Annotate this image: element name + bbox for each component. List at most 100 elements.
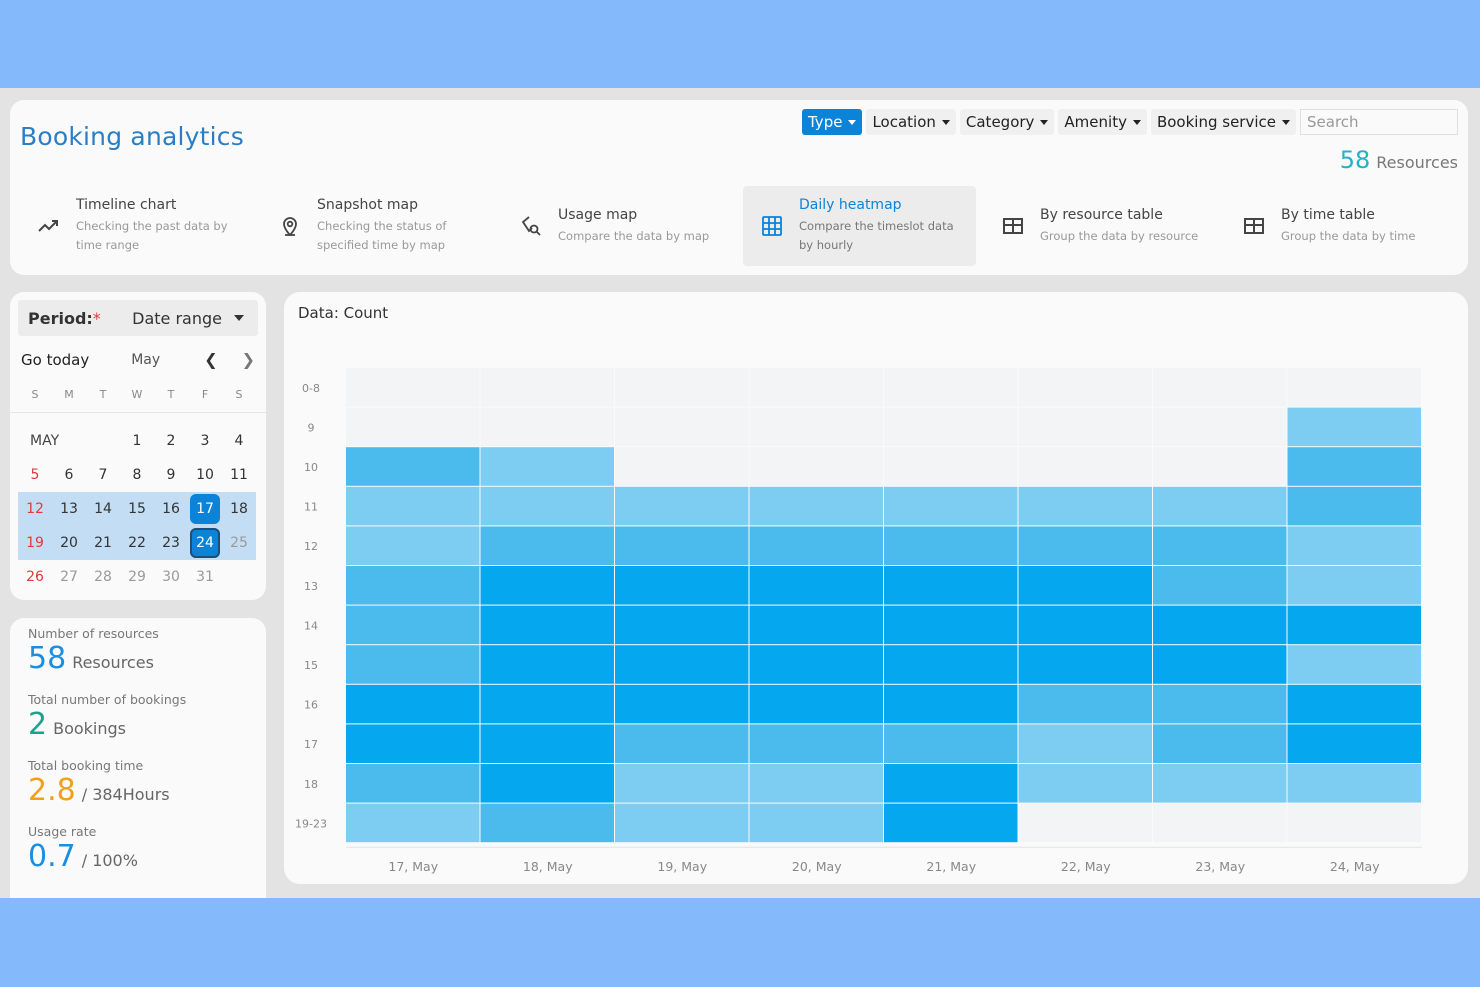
heatmap-cell[interactable]	[480, 724, 615, 763]
heatmap-cell[interactable]	[1287, 684, 1422, 724]
heatmap-cell[interactable]	[1153, 605, 1287, 645]
calendar-day[interactable]: 5	[30, 467, 40, 483]
calendar-day[interactable]: 24	[190, 528, 220, 558]
calendar-day[interactable]: 10	[196, 467, 214, 483]
calendar-day[interactable]: 26	[26, 569, 44, 585]
chevron-left-icon[interactable]: ❮	[204, 350, 218, 369]
heatmap-cell[interactable]	[346, 486, 480, 526]
heatmap-cell[interactable]	[749, 724, 884, 763]
heatmap-cell[interactable]	[749, 368, 884, 407]
heatmap-cell[interactable]	[480, 764, 615, 803]
period-dropdown[interactable]: Date range	[132, 309, 248, 328]
heatmap-cell[interactable]	[1287, 407, 1422, 447]
heatmap-cell[interactable]	[1287, 724, 1422, 763]
heatmap-cell[interactable]	[1018, 566, 1153, 605]
heatmap-cell[interactable]	[615, 803, 749, 843]
heatmap-cell[interactable]	[480, 645, 615, 684]
heatmap-cell[interactable]	[480, 803, 615, 843]
calendar-day[interactable]: 15	[128, 501, 146, 517]
view-by-time-table[interactable]: By time table Group the data by time	[1225, 186, 1458, 266]
heatmap-cell[interactable]	[884, 724, 1018, 763]
heatmap-cell[interactable]	[615, 486, 749, 526]
search-input[interactable]	[1300, 109, 1458, 135]
heatmap-cell[interactable]	[1287, 645, 1422, 684]
heatmap-cell[interactable]	[884, 803, 1018, 843]
filter-type[interactable]: Type	[801, 109, 863, 135]
heatmap-cell[interactable]	[346, 566, 480, 605]
heatmap-cell[interactable]	[1153, 566, 1287, 605]
calendar-day[interactable]: 8	[132, 467, 142, 483]
heatmap-cell[interactable]	[884, 486, 1018, 526]
calendar-day[interactable]: 20	[60, 535, 78, 551]
calendar-day[interactable]: 9	[166, 467, 176, 483]
filter-booking-service[interactable]: Booking service	[1150, 109, 1296, 135]
calendar-day[interactable]: 18	[230, 501, 248, 517]
calendar-day[interactable]: 31	[196, 569, 214, 585]
heatmap-cell[interactable]	[480, 447, 615, 486]
heatmap-cell[interactable]	[1153, 526, 1287, 565]
heatmap-cell[interactable]	[1153, 645, 1287, 684]
calendar-day[interactable]: 14	[94, 501, 112, 517]
heatmap-cell[interactable]	[749, 645, 884, 684]
heatmap-cell[interactable]	[346, 407, 480, 447]
view-usage-map[interactable]: Usage map Compare the data by map	[502, 186, 735, 266]
heatmap-cell[interactable]	[749, 566, 884, 605]
heatmap-cell[interactable]	[884, 764, 1018, 803]
heatmap-cell[interactable]	[346, 684, 480, 724]
heatmap-cell[interactable]	[346, 803, 480, 843]
calendar-day[interactable]: 22	[128, 535, 146, 551]
heatmap-cell[interactable]	[884, 684, 1018, 724]
heatmap-cell[interactable]	[1153, 764, 1287, 803]
calendar-day[interactable]: 28	[94, 569, 112, 585]
filter-location[interactable]: Location	[866, 109, 956, 135]
heatmap-cell[interactable]	[615, 407, 749, 447]
heatmap-cell[interactable]	[749, 605, 884, 645]
calendar-day[interactable]: 12	[26, 501, 44, 517]
heatmap-cell[interactable]	[615, 447, 749, 486]
heatmap-cell[interactable]	[1018, 605, 1153, 645]
heatmap-cell[interactable]	[884, 605, 1018, 645]
heatmap-cell[interactable]	[615, 684, 749, 724]
calendar-day[interactable]: 25	[230, 535, 248, 551]
heatmap-cell[interactable]	[1018, 684, 1153, 724]
chevron-right-icon[interactable]: ❯	[241, 350, 255, 369]
heatmap-cell[interactable]	[749, 803, 884, 843]
calendar-day[interactable]: 23	[162, 535, 180, 551]
view-timeline-chart[interactable]: Timeline chart Checking the past data by …	[20, 186, 253, 266]
heatmap-cell[interactable]	[346, 605, 480, 645]
heatmap-cell[interactable]	[1018, 447, 1153, 486]
heatmap-cell[interactable]	[480, 486, 615, 526]
heatmap-cell[interactable]	[1018, 368, 1153, 407]
heatmap-cell[interactable]	[1018, 407, 1153, 447]
calendar-day[interactable]: 16	[162, 501, 180, 517]
go-today-button[interactable]: Go today	[21, 350, 90, 369]
heatmap-cell[interactable]	[346, 368, 480, 407]
heatmap-cell[interactable]	[615, 605, 749, 645]
calendar-day[interactable]: 3	[200, 433, 210, 449]
heatmap-cell[interactable]	[1018, 526, 1153, 565]
heatmap-cell[interactable]	[884, 526, 1018, 565]
heatmap-cell[interactable]	[1018, 486, 1153, 526]
heatmap-cell[interactable]	[884, 645, 1018, 684]
view-snapshot-map[interactable]: Snapshot map Checking the status of speci…	[261, 186, 494, 266]
calendar-day[interactable]: 21	[94, 535, 112, 551]
heatmap-cell[interactable]	[884, 407, 1018, 447]
heatmap-cell[interactable]	[1153, 724, 1287, 763]
calendar-day[interactable]: 7	[98, 467, 108, 483]
calendar-day[interactable]: 4	[234, 433, 244, 449]
heatmap-cell[interactable]	[1287, 803, 1422, 843]
calendar-day[interactable]: 19	[26, 535, 44, 551]
heatmap-cell[interactable]	[749, 447, 884, 486]
filter-category[interactable]: Category	[959, 109, 1055, 135]
heatmap-cell[interactable]	[480, 526, 615, 565]
period-selector[interactable]: Period: * Date range	[18, 300, 258, 336]
heatmap-cell[interactable]	[1287, 526, 1422, 565]
heatmap-cell[interactable]	[1153, 684, 1287, 724]
heatmap-cell[interactable]	[1287, 447, 1422, 486]
heatmap-cell[interactable]	[480, 407, 615, 447]
heatmap-cell[interactable]	[1018, 764, 1153, 803]
heatmap-cell[interactable]	[615, 368, 749, 407]
heatmap-cell[interactable]	[346, 724, 480, 763]
heatmap-cell[interactable]	[346, 645, 480, 684]
heatmap-cell[interactable]	[1287, 368, 1422, 407]
